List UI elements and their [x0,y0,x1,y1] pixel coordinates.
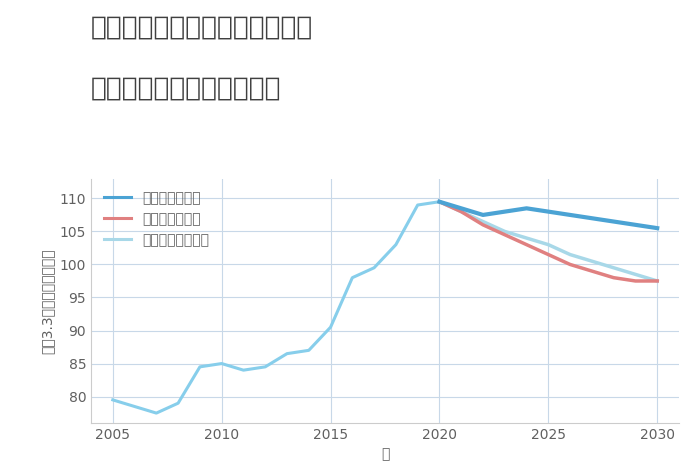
Y-axis label: 坪（3.3㎡）単価（万円）: 坪（3.3㎡）単価（万円） [40,248,54,353]
Text: 中古マンションの価格推移: 中古マンションの価格推移 [91,75,281,101]
Text: 兵庫県姫路市広畑区東夢前台の: 兵庫県姫路市広畑区東夢前台の [91,14,314,40]
X-axis label: 年: 年 [381,447,389,462]
Legend: グッドシナリオ, バッドシナリオ, ノーマルシナリオ: グッドシナリオ, バッドシナリオ, ノーマルシナリオ [98,186,215,252]
